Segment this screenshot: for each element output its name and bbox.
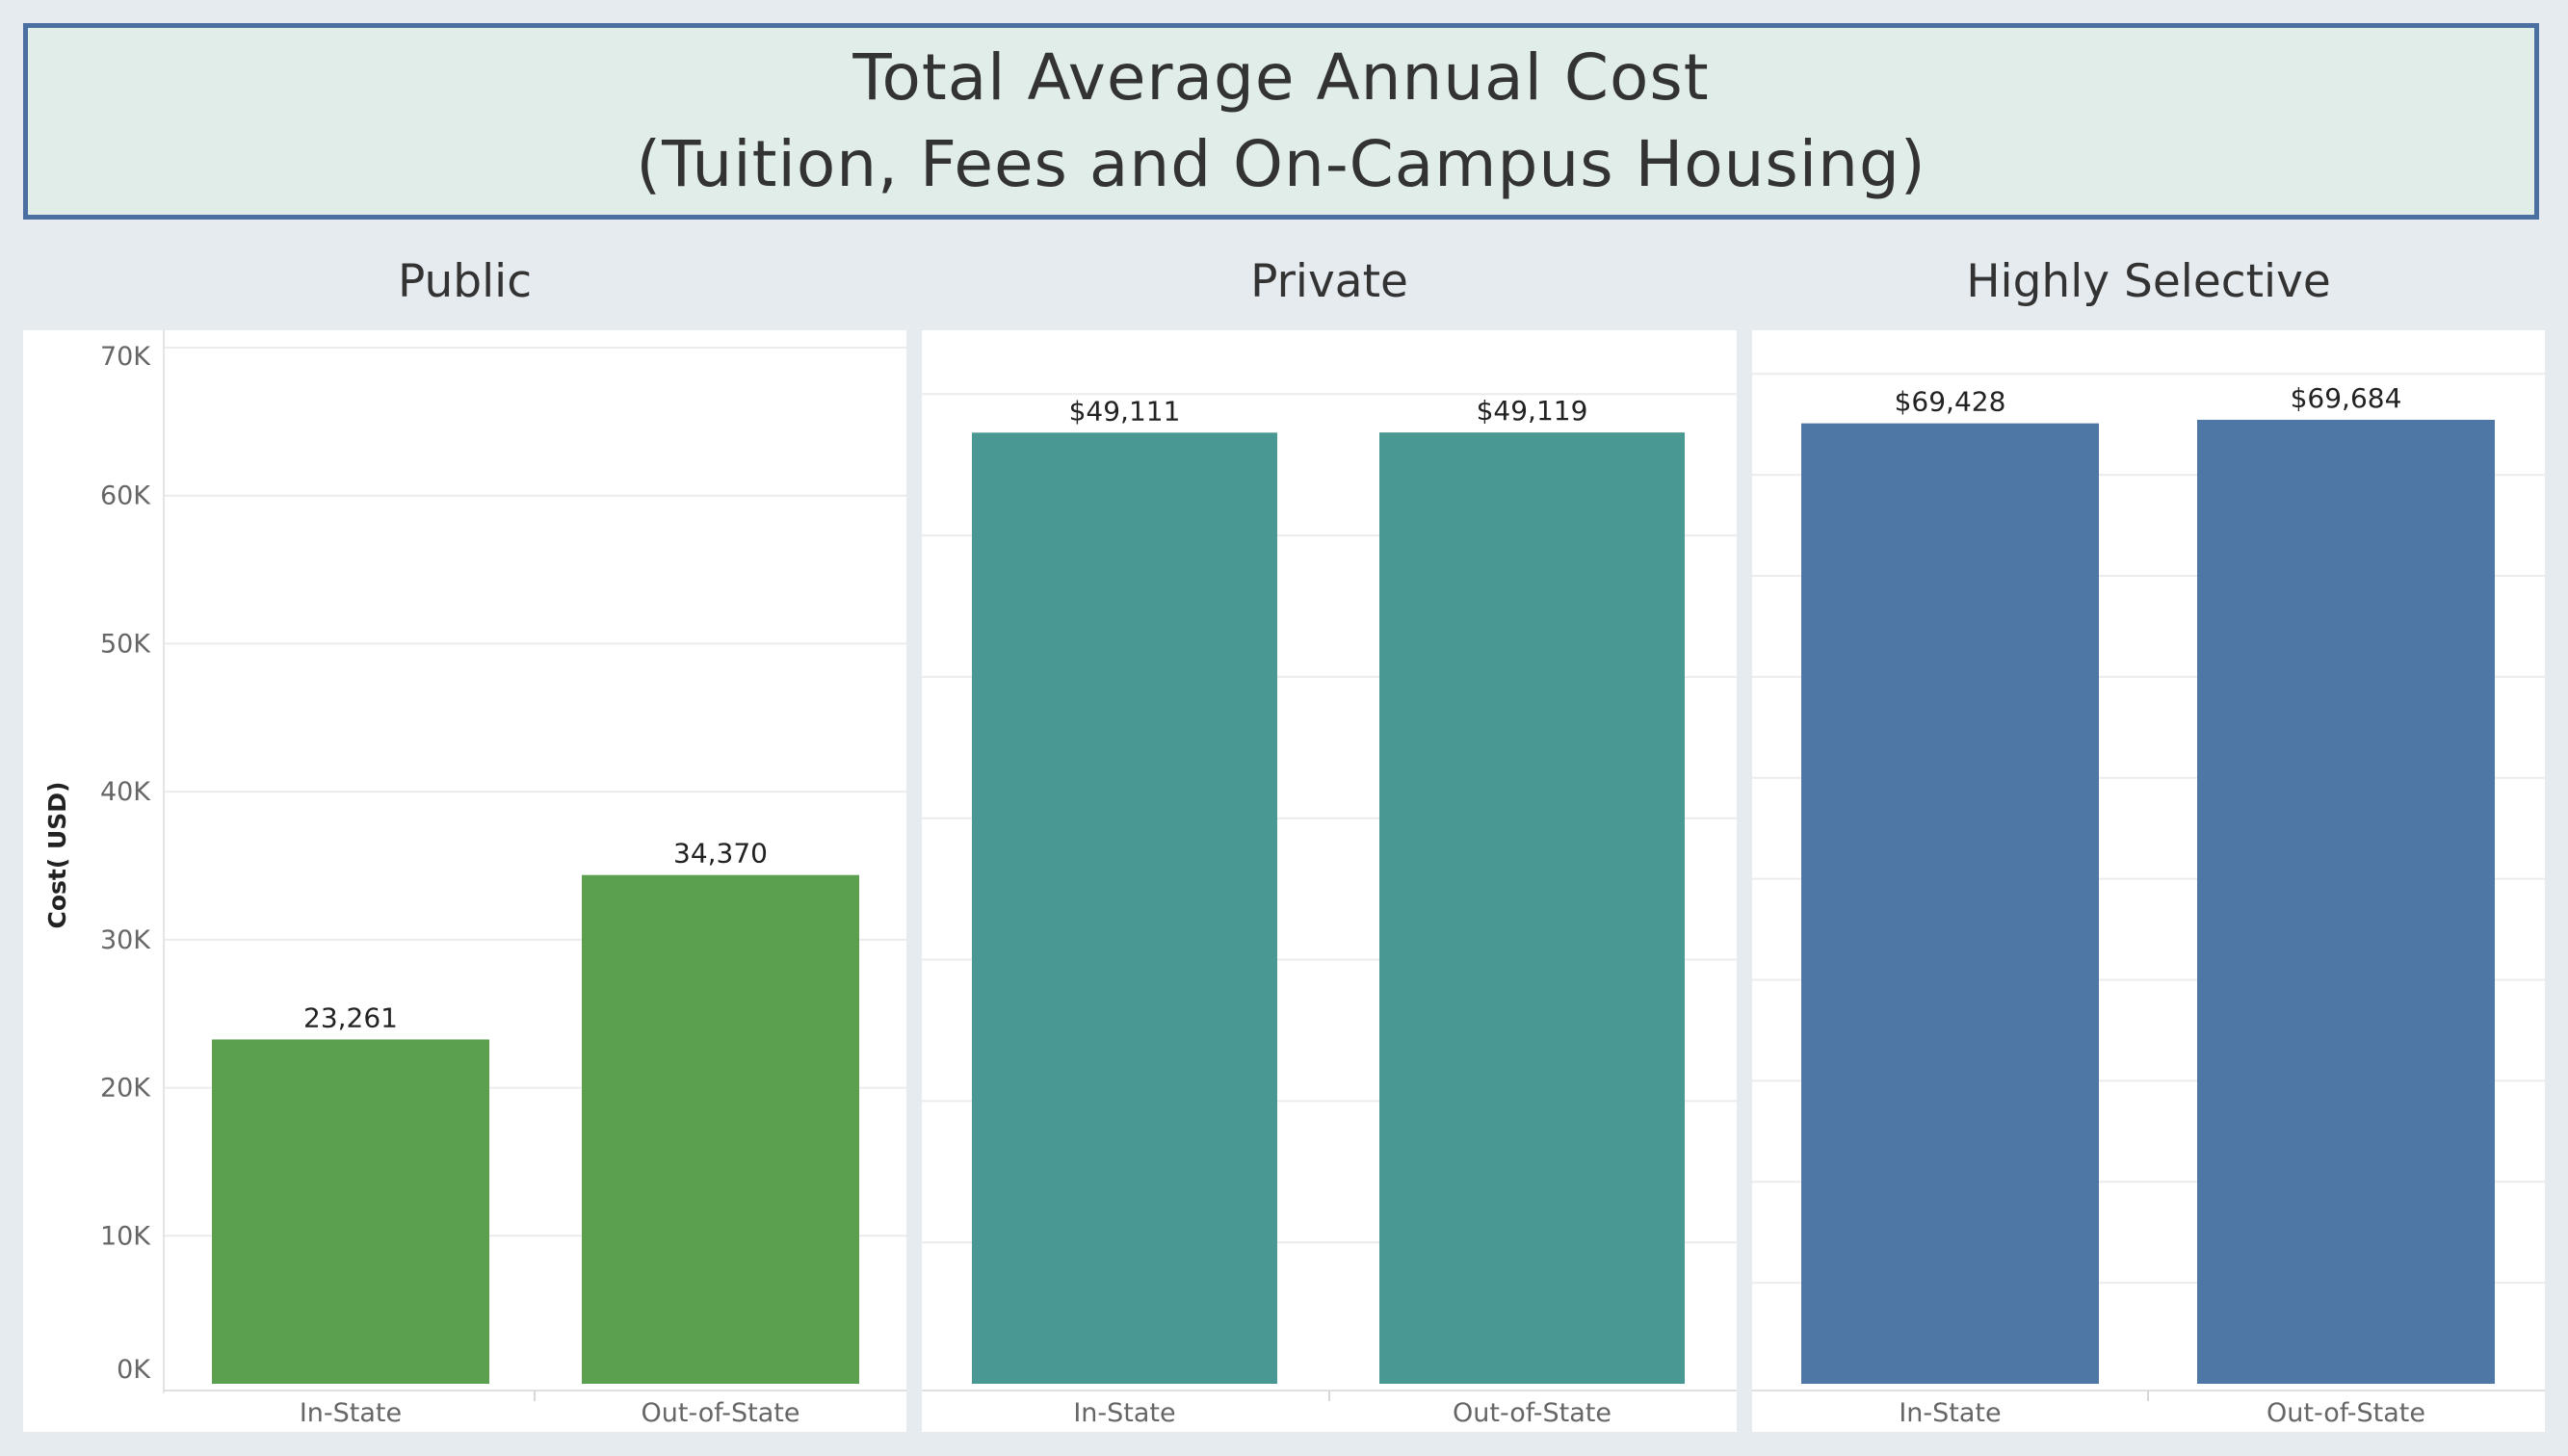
x-category-label: In-State bbox=[1073, 1398, 1175, 1428]
panel-private: $49,111 In-State $49,119 Out-of-State bbox=[922, 330, 1737, 1432]
bar-highly-selective-out-of-state bbox=[2197, 419, 2495, 1384]
y-tick-label: 40K bbox=[100, 777, 151, 807]
y-tick-label: 70K bbox=[100, 342, 151, 372]
bar-value-label: $49,119 bbox=[1477, 395, 1588, 427]
x-category-label: Out-of-State bbox=[642, 1398, 800, 1428]
bar-private-out-of-state bbox=[1379, 432, 1685, 1384]
highly-selective-chart-svg: $69,428 In-State $69,684 Out-of-State bbox=[1752, 373, 2545, 1428]
public-chart-svg: 0K 10K 20K 30K 40K 50K 60K 70K Cost( USD) 23,261 I… bbox=[43, 330, 906, 1428]
panel-public: 0K 10K 20K 30K 40K 50K 60K 70K Cost( USD) 23,261 I… bbox=[23, 330, 906, 1432]
panel-title-highly-selective: Highly Selective bbox=[1966, 255, 2331, 308]
bar-value-label: 23,261 bbox=[303, 1001, 398, 1033]
x-category-label: Out-of-State bbox=[2267, 1398, 2425, 1428]
y-tick-label: 20K bbox=[100, 1074, 151, 1104]
bar-value-label: $49,111 bbox=[1069, 395, 1181, 427]
y-axis-label: Cost( USD) bbox=[43, 782, 71, 929]
y-tick-label: 0K bbox=[117, 1355, 151, 1385]
panel-highly-selective: $69,428 In-State $69,684 Out-of-State bbox=[1752, 330, 2545, 1432]
bar-public-out-of-state bbox=[582, 874, 859, 1384]
bar-value-label: 34,370 bbox=[673, 838, 768, 870]
y-tick-label: 60K bbox=[100, 481, 151, 511]
x-category-label: In-State bbox=[1899, 1398, 2001, 1428]
bar-public-in-state bbox=[212, 1039, 489, 1384]
y-tick-label: 50K bbox=[100, 629, 151, 659]
x-category-label: Out-of-State bbox=[1453, 1398, 1612, 1428]
bar-private-in-state bbox=[972, 432, 1277, 1384]
chart-title-box: Total Average Annual Cost (Tuition, Fees… bbox=[23, 23, 2539, 220]
bar-value-label: $69,428 bbox=[1895, 386, 2006, 418]
panel-title-public: Public bbox=[397, 255, 533, 308]
chart-title-line-2: (Tuition, Fees and On-Campus Housing) bbox=[636, 127, 1926, 201]
private-chart-svg: $49,111 In-State $49,119 Out-of-State bbox=[922, 393, 1737, 1428]
x-category-label: In-State bbox=[300, 1398, 402, 1428]
bar-value-label: $69,684 bbox=[2291, 382, 2402, 414]
y-tick-label: 10K bbox=[100, 1221, 151, 1251]
chart-title-line-1: Total Average Annual Cost bbox=[852, 40, 1710, 115]
y-tick-label: 30K bbox=[100, 925, 151, 955]
bar-highly-selective-in-state bbox=[1801, 423, 2099, 1385]
panel-title-private: Private bbox=[1250, 255, 1408, 308]
